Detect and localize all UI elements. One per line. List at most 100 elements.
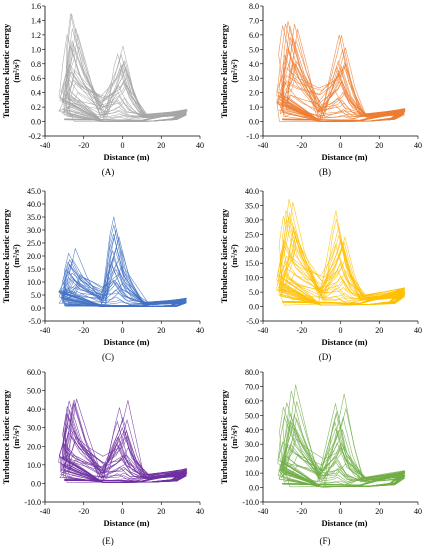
y-tick-label: 30.0: [245, 440, 259, 449]
y-tick-label: 0.0: [31, 304, 41, 313]
y-tick-label: 40.0: [245, 426, 259, 435]
x-tick-label: 0: [121, 141, 125, 150]
y-tick-label: 30.0: [27, 424, 41, 433]
y-tick-label: 15.0: [27, 265, 41, 274]
x-tick-label: 20: [375, 141, 383, 150]
y-tick-label: 20.0: [245, 245, 259, 254]
x-tick-label: 40: [196, 141, 204, 150]
x-tick-label: 0: [121, 507, 125, 516]
y-tick-label: 35.0: [27, 213, 41, 222]
x-tick-label: -20: [296, 326, 307, 335]
y-tick-label: 0.4: [31, 89, 41, 98]
x-tick-label: 20: [157, 141, 165, 150]
y-tick-label: 1.6: [31, 2, 41, 11]
panel-caption: (A): [101, 167, 115, 177]
panel-caption: (D): [318, 352, 332, 362]
x-tick-label: -20: [296, 141, 307, 150]
y-axis-title: Turbulence kinetic energy: [219, 208, 229, 303]
chart-panel: -0.2 0.0 0.2 0.4 0.6 0.8 1.0 1.2 1.4 1.6 -40 -20 0 20…: [0, 0, 210, 170]
x-axis-title: Distance (m): [103, 518, 149, 528]
y-tick-label: 4.0: [249, 60, 259, 69]
chart-svg: -0.2 0.0 0.2 0.4 0.6 0.8 1.0 1.2 1.4 1.6 -40 -20 0 20…: [1, 2, 204, 162]
chart-svg: -1.0 0.0 1.0 2.0 3.0 4.0 5.0 6.0 7.0 8.0 -40 -20 0 20…: [219, 2, 422, 162]
series-line: [64, 400, 188, 483]
chart-svg: -5.0 0.0 5.0 10.0 15.0 20.0 25.0 30.0 35.0 40.0 45…: [1, 187, 204, 347]
y-tick-label: 0.0: [31, 118, 41, 127]
y-tick-label: 5.0: [31, 291, 41, 300]
chart-panel: -10.0 0.0 10.0 20.0 30.0 40.0 50.0 60.0 70.0 80.0…: [218, 366, 428, 536]
y-axis-unit: (m²/s²): [229, 59, 239, 83]
y-tick-label: 8.0: [249, 2, 259, 11]
panel-caption: (E): [102, 536, 114, 546]
series-tail-line: [64, 108, 187, 121]
x-tick-label: -40: [40, 141, 51, 150]
chart-svg: -10.0 0.0 10.0 20.0 30.0 40.0 50.0 60.0 70.0 80.0…: [219, 368, 422, 528]
y-tick-label: 45.0: [27, 187, 41, 196]
y-tick-label: 7.0: [249, 16, 259, 25]
y-tick-label: 50.0: [245, 411, 259, 420]
chart-panel: -10.0 0.0 10.0 20.0 30.0 40.0 50.0 60.0 -40 -20 0 2…: [0, 366, 210, 536]
y-tick-label: 10.0: [245, 274, 259, 283]
y-tick-label: 20.0: [245, 455, 259, 464]
x-tick-label: 0: [339, 507, 343, 516]
x-tick-label: 20: [157, 326, 165, 335]
y-tick-label: -1.0: [246, 132, 259, 141]
y-axis-title: Turbulence kinetic energy: [1, 23, 11, 118]
series-lines: [58, 13, 188, 122]
x-axis-title: Distance (m): [103, 337, 149, 347]
x-tick-label: 20: [375, 326, 383, 335]
y-tick-label: 0.0: [249, 484, 259, 493]
y-tick-label: 2.0: [249, 89, 259, 98]
y-tick-label: 25.0: [27, 239, 41, 248]
series-line: [62, 28, 187, 122]
series-line: [279, 210, 406, 306]
chart-svg: -10.0 0.0 10.0 20.0 30.0 40.0 50.0 60.0 -40 -20 0 2…: [1, 368, 204, 528]
x-tick-label: 20: [375, 507, 383, 516]
y-axis-unit: (m²/s²): [11, 59, 21, 83]
y-tick-label: 1.4: [31, 16, 41, 25]
y-axis-unit: (m²/s²): [11, 425, 21, 449]
x-tick-label: -40: [40, 326, 51, 335]
series-line: [286, 24, 406, 122]
y-tick-label: 1.0: [249, 103, 259, 112]
y-tick-label: 0.6: [31, 74, 41, 83]
x-tick-label: 40: [414, 326, 422, 335]
series-lines: [58, 216, 187, 308]
chart-panel: -1.0 0.0 1.0 2.0 3.0 4.0 5.0 6.0 7.0 8.0 -40 -20 0 20…: [218, 0, 428, 170]
y-axis-title: Turbulence kinetic energy: [219, 389, 229, 484]
x-tick-label: -20: [78, 141, 89, 150]
y-tick-label: -10.0: [242, 498, 259, 507]
y-tick-label: 6.0: [249, 31, 259, 40]
y-tick-label: 10.0: [27, 278, 41, 287]
x-tick-label: -40: [258, 507, 269, 516]
y-tick-label: 1.0: [31, 45, 41, 54]
x-tick-label: 0: [339, 141, 343, 150]
y-tick-label: -5.0: [246, 317, 259, 326]
y-tick-label: 70.0: [245, 382, 259, 391]
series-line: [66, 13, 188, 122]
y-tick-label: 5.0: [249, 45, 259, 54]
y-tick-label: 25.0: [245, 230, 259, 239]
series-lines: [58, 398, 188, 483]
panel-caption: (C): [102, 352, 114, 362]
y-axis-title: Turbulence kinetic energy: [1, 208, 11, 303]
x-tick-label: -40: [258, 326, 269, 335]
x-axis-title: Distance (m): [321, 337, 367, 347]
y-tick-label: 40.0: [27, 200, 41, 209]
y-tick-label: 15.0: [245, 259, 259, 268]
series-tail-line: [64, 297, 187, 307]
panel-caption: (F): [319, 536, 331, 546]
series-tail-line: [282, 472, 405, 486]
y-tick-label: 0.8: [31, 60, 41, 69]
x-axis-title: Distance (m): [321, 152, 367, 162]
series-lines: [276, 199, 406, 306]
y-axis-title: Turbulence kinetic energy: [1, 389, 11, 484]
y-tick-label: 0.0: [249, 118, 259, 127]
y-tick-label: 0.0: [31, 479, 41, 488]
x-tick-label: -20: [78, 326, 89, 335]
x-axis-title: Distance (m): [321, 518, 367, 528]
y-axis-unit: (m²/s²): [229, 244, 239, 268]
series-tail-line: [282, 110, 405, 121]
x-tick-label: 40: [414, 141, 422, 150]
x-axis-title: Distance (m): [103, 152, 149, 162]
